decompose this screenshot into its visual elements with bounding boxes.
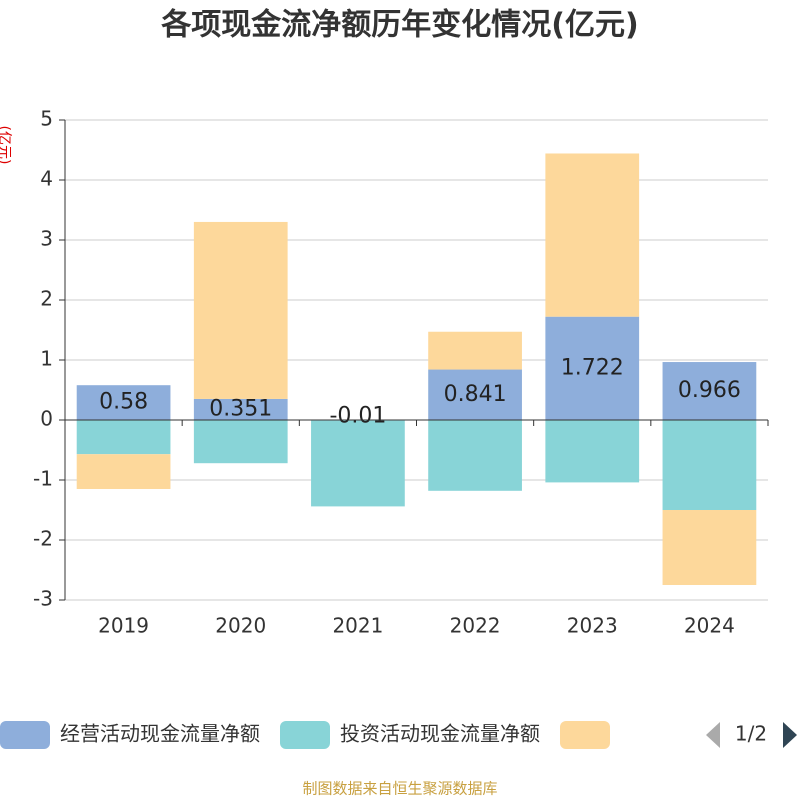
y-axis-label: (亿元) [0, 126, 12, 165]
legend-next[interactable] [783, 722, 797, 748]
legend-label: 投资活动现金流量净额 [340, 722, 540, 746]
bar [662, 420, 757, 510]
y-tick-label: 2 [40, 287, 53, 311]
x-tick-label: 2020 [215, 614, 266, 638]
bar [428, 369, 522, 420]
y-tick-label: -1 [33, 467, 53, 491]
legend-page: 1/2 [735, 722, 767, 746]
bar [311, 420, 405, 507]
bar [193, 221, 288, 399]
legend-prev[interactable] [706, 722, 720, 748]
legend-swatch [0, 721, 50, 749]
data-label: -0.01 [329, 403, 386, 428]
x-tick-label: 2024 [684, 614, 735, 638]
data-label: 0.966 [678, 378, 741, 403]
source-note: 制图数据来自恒生聚源数据库 [302, 780, 497, 798]
bar [76, 385, 171, 420]
data-label: 1.722 [561, 355, 624, 380]
bar [76, 420, 171, 455]
x-tick-label: 2021 [332, 614, 383, 638]
legend-label: 经营活动现金流量净额 [60, 722, 260, 746]
x-tick-label: 2023 [567, 614, 618, 638]
y-tick-label: 0 [40, 407, 53, 431]
data-label: 0.58 [99, 390, 148, 415]
bar [428, 331, 522, 370]
y-tick-label: 4 [40, 167, 53, 191]
bar [545, 153, 640, 317]
bar [662, 362, 757, 420]
bar [76, 454, 171, 489]
data-label: 0.841 [444, 382, 507, 407]
legend-swatch [560, 721, 610, 749]
legend-swatch [280, 721, 330, 749]
y-tick-label: -3 [33, 587, 53, 611]
bar [428, 420, 522, 491]
bar [193, 420, 288, 464]
x-tick-label: 2019 [98, 614, 149, 638]
bar [545, 420, 640, 483]
y-tick-label: 3 [40, 227, 53, 251]
data-label: 0.351 [209, 396, 272, 421]
y-tick-label: -2 [33, 527, 53, 551]
y-tick-label: 1 [40, 347, 53, 371]
x-tick-label: 2022 [450, 614, 501, 638]
bar [662, 510, 757, 585]
bar [193, 398, 288, 420]
chart-title: 各项现金流净额历年变化情况(亿元) [160, 8, 638, 43]
bar [545, 316, 640, 420]
y-tick-label: 5 [40, 107, 53, 131]
